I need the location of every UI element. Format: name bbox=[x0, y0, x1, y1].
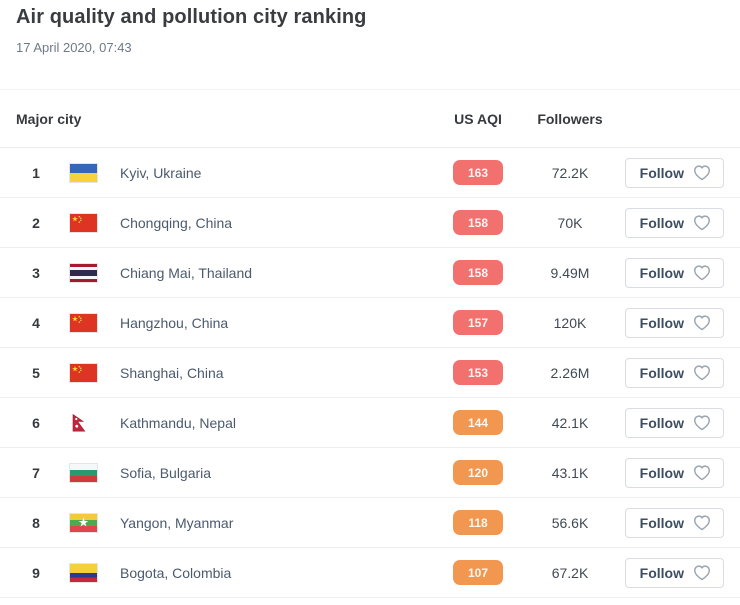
china-flag-icon bbox=[70, 313, 97, 332]
followers-count: 70K bbox=[557, 214, 583, 231]
followers-count: 72.2K bbox=[551, 164, 589, 181]
follow-button[interactable]: Follow bbox=[624, 157, 724, 188]
heart-icon bbox=[694, 414, 710, 430]
table-row: 8 Yangon, Myanmar 118 56.6K Follow bbox=[0, 498, 740, 548]
follow-button[interactable]: Follow bbox=[624, 407, 724, 438]
heart-icon bbox=[694, 564, 710, 580]
follow-button-label: Follow bbox=[639, 364, 684, 381]
rank-number: 6 bbox=[32, 414, 40, 431]
column-header-followers: Followers bbox=[537, 110, 603, 127]
rank-number: 9 bbox=[32, 564, 40, 581]
follow-button[interactable]: Follow bbox=[624, 207, 724, 238]
aqi-badge: 153 bbox=[453, 360, 503, 385]
colombia-flag-icon bbox=[70, 563, 97, 582]
nepal-flag-icon bbox=[70, 413, 97, 432]
rank-number: 1 bbox=[32, 164, 40, 181]
column-header-major-city: Major city bbox=[16, 110, 82, 127]
city-ranking-table: Major city US AQI Followers 1 Kyiv, Ukra… bbox=[0, 89, 740, 598]
rank-number: 5 bbox=[32, 364, 40, 381]
table-body: 1 Kyiv, Ukraine 163 72.2K Follow 2 Chong… bbox=[0, 148, 740, 598]
follow-button[interactable]: Follow bbox=[624, 457, 724, 488]
timestamp: 17 April 2020, 07:43 bbox=[16, 40, 132, 55]
table-row: 9 Bogota, Colombia 107 67.2K Follow bbox=[0, 548, 740, 598]
heart-icon bbox=[694, 464, 710, 480]
bulgaria-flag-icon bbox=[70, 463, 97, 482]
heart-icon bbox=[694, 314, 710, 330]
follow-button[interactable]: Follow bbox=[624, 257, 724, 288]
rank-number: 8 bbox=[32, 514, 40, 531]
follow-button-label: Follow bbox=[639, 414, 684, 431]
aqi-badge: 120 bbox=[453, 460, 503, 485]
table-row: 3 Chiang Mai, Thailand 158 9.49M Follow bbox=[0, 248, 740, 298]
aqi-badge: 158 bbox=[453, 260, 503, 285]
followers-count: 67.2K bbox=[551, 564, 589, 581]
followers-count: 42.1K bbox=[551, 414, 589, 431]
myanmar-flag-icon bbox=[70, 513, 97, 532]
follow-button-label: Follow bbox=[639, 314, 684, 331]
followers-count: 120K bbox=[553, 314, 587, 331]
follow-button[interactable]: Follow bbox=[624, 507, 724, 538]
city-link[interactable]: Hangzhou, China bbox=[120, 314, 229, 331]
city-link[interactable]: Bogota, Colombia bbox=[120, 564, 232, 581]
aqi-badge: 157 bbox=[453, 310, 503, 335]
table-row: 4 Hangzhou, China 157 120K Follow bbox=[0, 298, 740, 348]
heart-icon bbox=[694, 164, 710, 180]
ukraine-flag-icon bbox=[70, 163, 97, 182]
aqi-badge: 118 bbox=[453, 510, 503, 535]
city-link[interactable]: Chiang Mai, Thailand bbox=[120, 264, 253, 281]
followers-count: 9.49M bbox=[550, 264, 590, 281]
table-row: 7 Sofia, Bulgaria 120 43.1K Follow bbox=[0, 448, 740, 498]
table-row: 2 Chongqing, China 158 70K Follow bbox=[0, 198, 740, 248]
china-flag-icon bbox=[70, 363, 97, 382]
follow-button-label: Follow bbox=[639, 464, 684, 481]
china-flag-icon bbox=[70, 213, 97, 232]
follow-button-label: Follow bbox=[639, 264, 684, 281]
aqi-badge: 144 bbox=[453, 410, 503, 435]
city-link[interactable]: Kyiv, Ukraine bbox=[120, 164, 202, 181]
aqi-badge: 163 bbox=[453, 160, 503, 185]
follow-button[interactable]: Follow bbox=[624, 307, 724, 338]
rank-number: 2 bbox=[32, 214, 40, 231]
rank-number: 7 bbox=[32, 464, 40, 481]
column-header-us-aqi: US AQI bbox=[454, 110, 502, 127]
city-link[interactable]: Chongqing, China bbox=[120, 214, 233, 231]
heart-icon bbox=[694, 264, 710, 280]
followers-count: 2.26M bbox=[550, 364, 590, 381]
page-header: Air quality and pollution city ranking 1… bbox=[0, 0, 740, 55]
table-row: 6 Kathmandu, Nepal 144 42.1K Follow bbox=[0, 398, 740, 448]
follow-button-label: Follow bbox=[639, 564, 684, 581]
follow-button-label: Follow bbox=[639, 164, 684, 181]
rank-number: 4 bbox=[32, 314, 40, 331]
city-link[interactable]: Yangon, Myanmar bbox=[120, 514, 234, 531]
aqi-badge: 158 bbox=[453, 210, 503, 235]
rank-number: 3 bbox=[32, 264, 40, 281]
table-header-row: Major city US AQI Followers bbox=[0, 90, 740, 148]
follow-button[interactable]: Follow bbox=[624, 557, 724, 588]
heart-icon bbox=[694, 364, 710, 380]
page-title: Air quality and pollution city ranking bbox=[16, 6, 367, 28]
followers-count: 56.6K bbox=[551, 514, 589, 531]
heart-icon bbox=[694, 214, 710, 230]
table-row: 1 Kyiv, Ukraine 163 72.2K Follow bbox=[0, 148, 740, 198]
city-link[interactable]: Kathmandu, Nepal bbox=[120, 414, 236, 431]
city-link[interactable]: Shanghai, China bbox=[120, 364, 224, 381]
table-row: 5 Shanghai, China 153 2.26M Follow bbox=[0, 348, 740, 398]
follow-button-label: Follow bbox=[639, 514, 684, 531]
follow-button[interactable]: Follow bbox=[624, 357, 724, 388]
heart-icon bbox=[694, 514, 710, 530]
follow-button-label: Follow bbox=[639, 214, 684, 231]
followers-count: 43.1K bbox=[551, 464, 589, 481]
city-link[interactable]: Sofia, Bulgaria bbox=[120, 464, 212, 481]
aqi-badge: 107 bbox=[453, 560, 503, 585]
thailand-flag-icon bbox=[70, 263, 97, 282]
